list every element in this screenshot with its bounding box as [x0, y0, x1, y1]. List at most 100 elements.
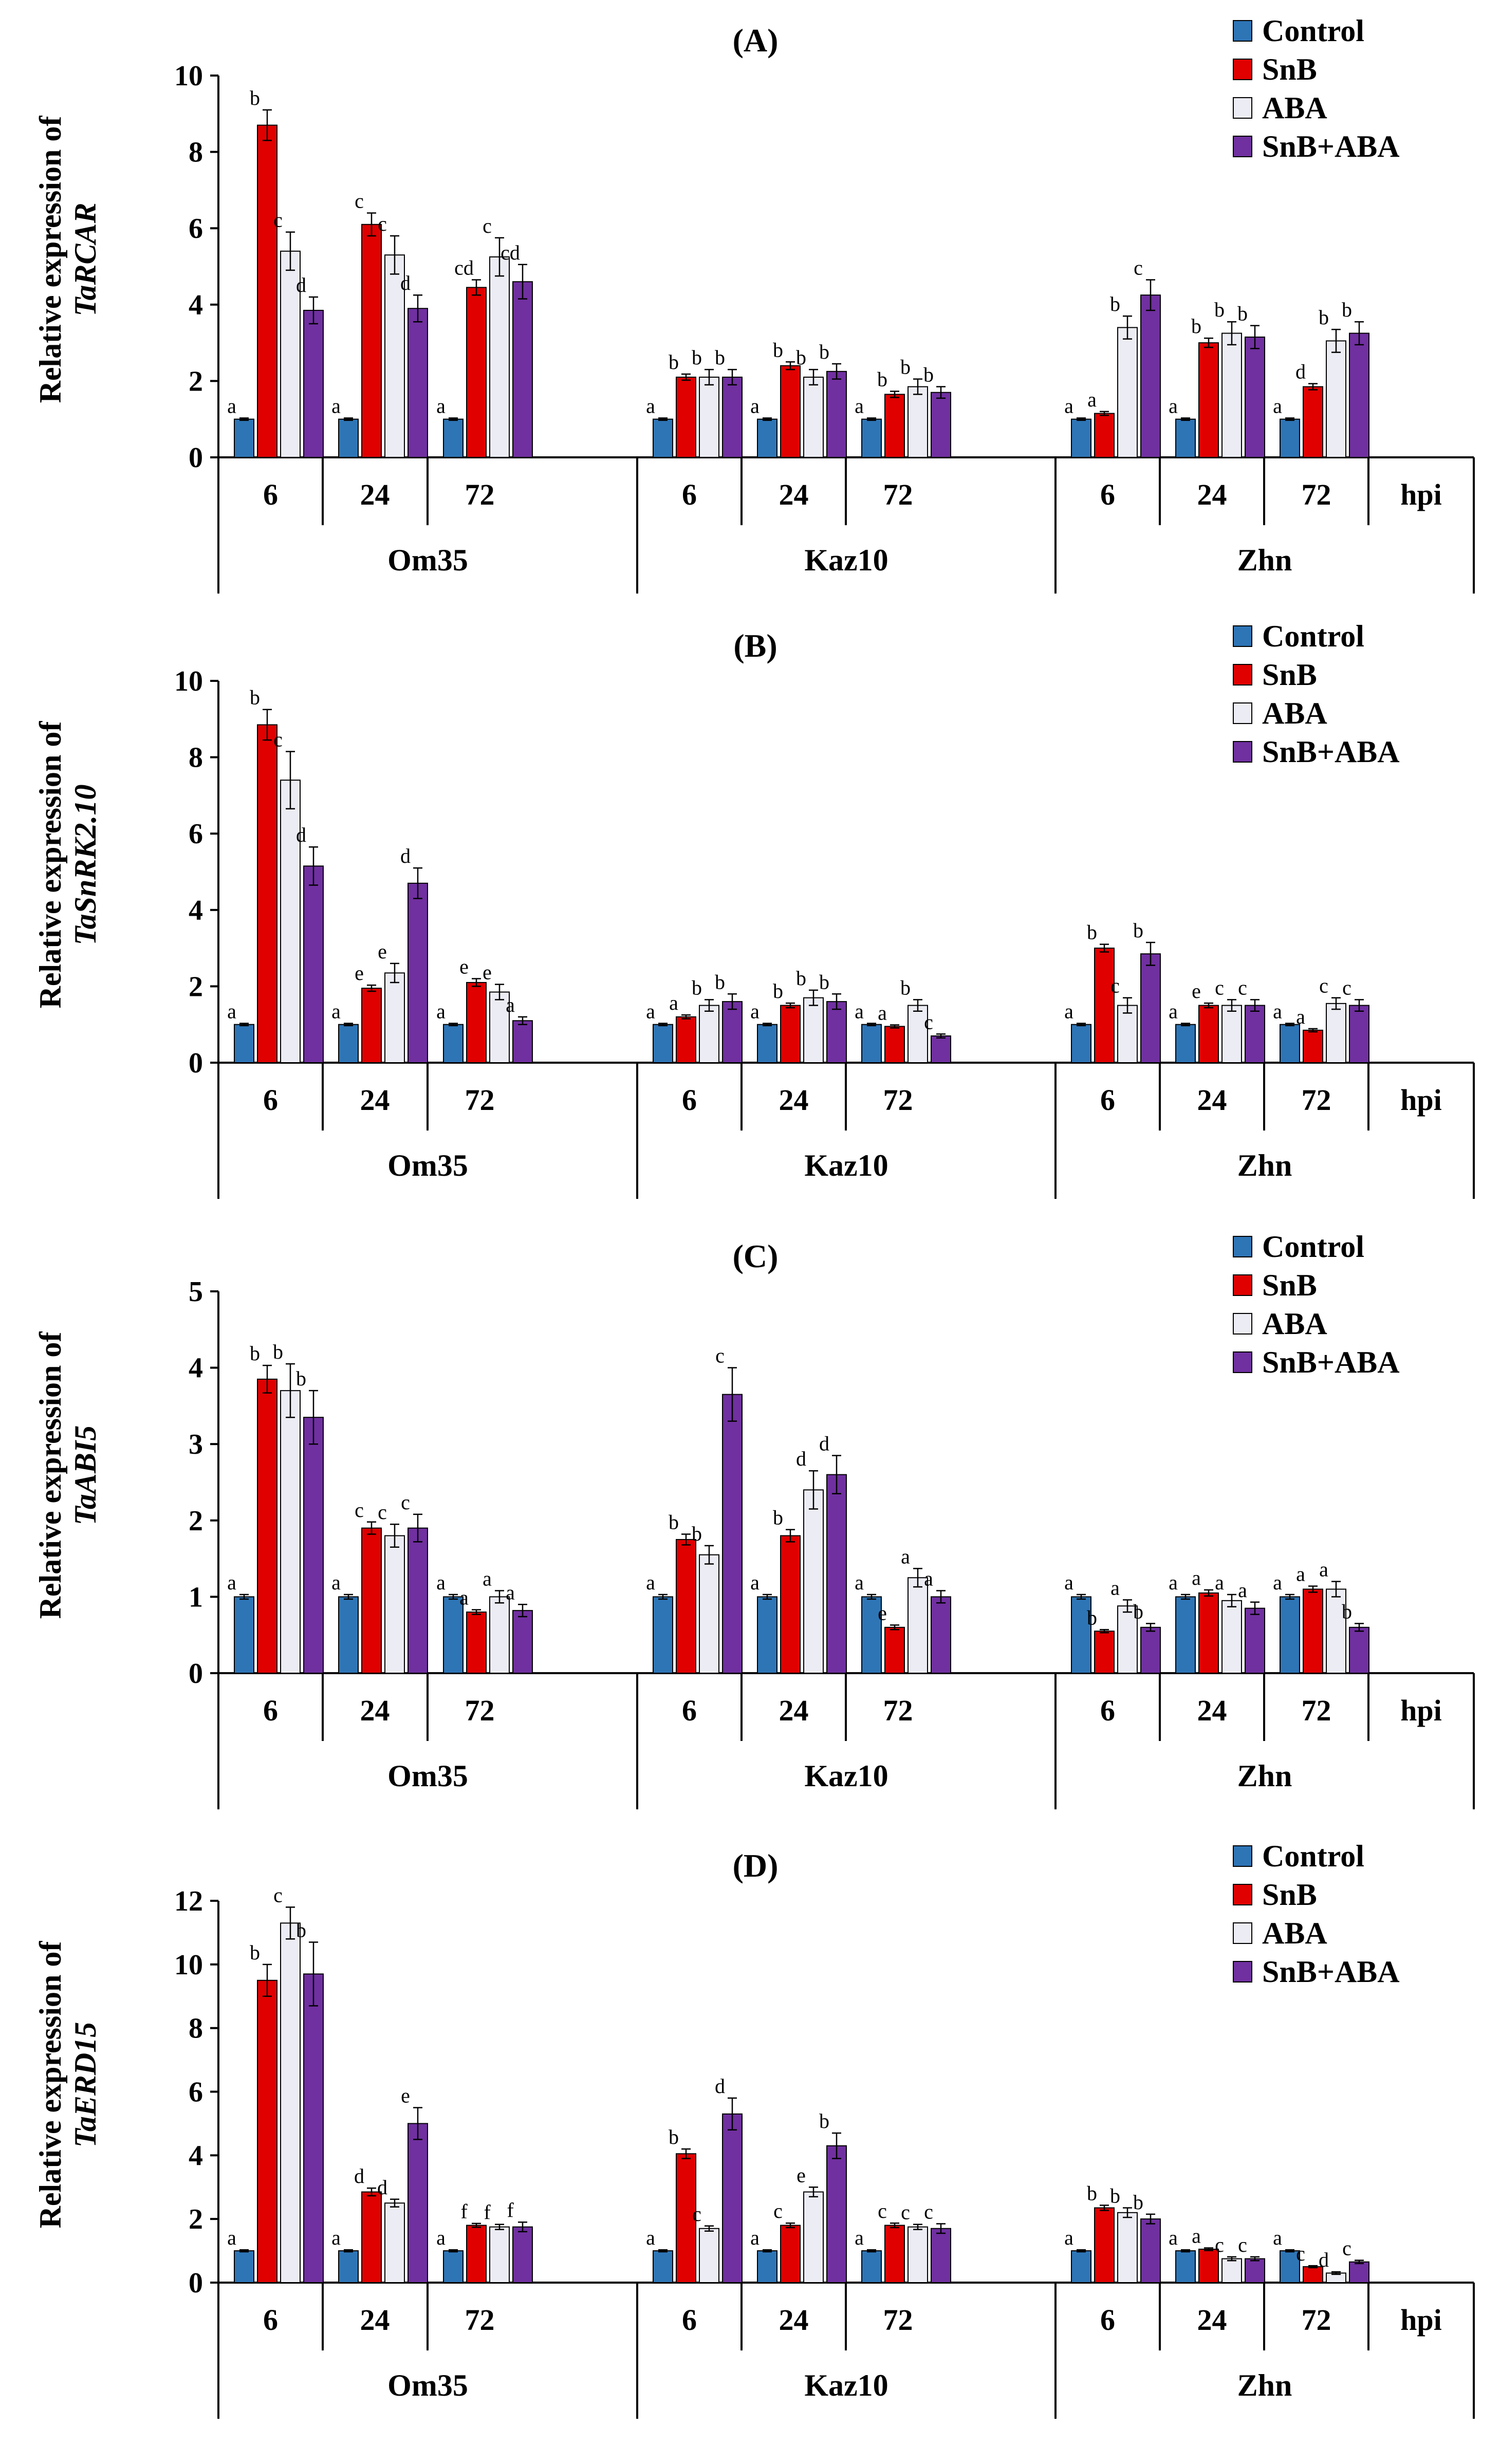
- bar-snb-aba: [1245, 336, 1265, 458]
- bar-snb-aba: [303, 1973, 324, 2284]
- legend-label: Control: [1262, 14, 1364, 48]
- x-time-label: 72: [465, 1083, 495, 1117]
- bar-snb: [257, 1979, 277, 2284]
- legend-swatch: [1233, 1845, 1252, 1867]
- legend-label: ABA: [1262, 1307, 1327, 1341]
- significance-letter: a: [1215, 1571, 1224, 1594]
- bar-control: [1071, 1596, 1091, 1674]
- x-time-label: 24: [360, 1694, 390, 1727]
- x-time-label: 24: [1197, 478, 1227, 511]
- significance-letter: d: [715, 2074, 725, 2098]
- x-time-label: 24: [360, 478, 390, 511]
- x-unit-label: hpi: [1400, 1694, 1442, 1727]
- bar-snb-aba: [512, 1020, 533, 1064]
- significance-letter: b: [715, 346, 725, 369]
- x-time-label: 6: [263, 2303, 278, 2337]
- significance-letter: c: [692, 2202, 701, 2226]
- bar-aba: [908, 386, 928, 458]
- y-tick-label: 10: [174, 1949, 203, 1981]
- significance-letter: e: [483, 961, 492, 984]
- significance-letter: a: [1169, 394, 1178, 417]
- legend-swatch: [1233, 1961, 1252, 1983]
- bar-snb-aba: [1140, 294, 1161, 458]
- significance-letter: f: [507, 2198, 514, 2221]
- significance-letter: c: [273, 728, 283, 751]
- y-tick-label: 0: [189, 1047, 203, 1079]
- significance-letter: a: [750, 2226, 760, 2249]
- bar-control: [443, 1024, 464, 1063]
- bar-snb-aba: [1140, 2218, 1161, 2283]
- significance-letter: b: [715, 970, 725, 993]
- significance-letter: b: [819, 340, 829, 363]
- significance-letter: a: [855, 999, 864, 1023]
- bar-aba: [384, 972, 405, 1064]
- significance-letter: c: [378, 1500, 387, 1524]
- significance-letter: a: [1110, 1576, 1120, 1599]
- bar-snb: [257, 124, 277, 458]
- x-unit-label: hpi: [1400, 2303, 1442, 2337]
- significance-letter: a: [1169, 1571, 1178, 1594]
- bar-snb: [1198, 1005, 1219, 1064]
- x-genotype-label: Om35: [387, 1148, 468, 1182]
- x-time-label: 6: [682, 478, 697, 511]
- y-tick-label: 2: [189, 1505, 203, 1537]
- bar-aba: [1221, 1600, 1242, 1674]
- bar-aba: [803, 1489, 824, 1674]
- x-genotype-label: Om35: [387, 543, 468, 577]
- significance-letter: c: [1215, 2233, 1224, 2256]
- bar-snb-aba: [512, 2226, 533, 2284]
- bar-snb-aba: [1245, 1005, 1265, 1064]
- significance-letter: c: [1342, 2237, 1351, 2260]
- significance-letter: f: [460, 2200, 468, 2223]
- y-tick-label: 4: [189, 289, 203, 321]
- significance-letter: a: [1064, 394, 1073, 417]
- bar-snb: [257, 1378, 277, 1674]
- bar-control: [338, 1024, 359, 1063]
- significance-letter: a: [331, 999, 341, 1023]
- significance-letter: e: [878, 1601, 887, 1624]
- significance-letter: c: [1110, 974, 1120, 997]
- bar-aba: [1221, 332, 1242, 458]
- significance-letter: b: [250, 686, 260, 709]
- bar-aba: [384, 2202, 405, 2284]
- significance-letter: f: [484, 2201, 491, 2224]
- x-time-label: 72: [465, 478, 495, 511]
- bar-aba: [908, 2226, 928, 2284]
- significance-letter: a: [1064, 2226, 1073, 2249]
- significance-letter: b: [1110, 2184, 1120, 2207]
- significance-letter: b: [1237, 302, 1248, 325]
- significance-letter: c: [355, 1498, 364, 1522]
- bar-control: [1071, 418, 1091, 458]
- bar-snb-aba: [303, 1417, 324, 1674]
- legend-label: Control: [1262, 619, 1364, 653]
- significance-letter: c: [273, 209, 283, 232]
- significance-letter: b: [692, 1522, 702, 1545]
- legend-swatch: [1233, 702, 1252, 724]
- significance-letter: b: [1133, 919, 1143, 942]
- significance-letter: a: [227, 2226, 236, 2249]
- bar-aba: [489, 1596, 510, 1674]
- significance-letter: a: [1273, 1571, 1282, 1594]
- bar-control: [1280, 1596, 1300, 1674]
- y-tick-label: 8: [189, 2013, 203, 2045]
- significance-letter: e: [1192, 979, 1201, 1003]
- significance-letter: e: [355, 961, 364, 985]
- x-time-label: 6: [1100, 1083, 1115, 1117]
- significance-letter: a: [750, 999, 760, 1023]
- bar-control: [757, 2250, 777, 2284]
- bar-snb-aba: [303, 865, 324, 1063]
- bar-snb-aba: [1349, 1626, 1369, 1674]
- x-time-label: 24: [1197, 2303, 1227, 2337]
- bar-snb: [1094, 2207, 1115, 2283]
- significance-letter: c: [1319, 974, 1328, 997]
- significance-letter: c: [1296, 2242, 1305, 2265]
- significance-letter: c: [1215, 976, 1224, 999]
- bar-snb-aba: [826, 1474, 847, 1674]
- significance-letter: a: [855, 394, 864, 417]
- significance-letter: b: [669, 350, 679, 374]
- y-tick-label: 0: [189, 2267, 203, 2299]
- x-time-label: 6: [682, 2303, 697, 2337]
- bar-control: [1280, 2250, 1300, 2284]
- significance-letter: a: [459, 1586, 469, 1609]
